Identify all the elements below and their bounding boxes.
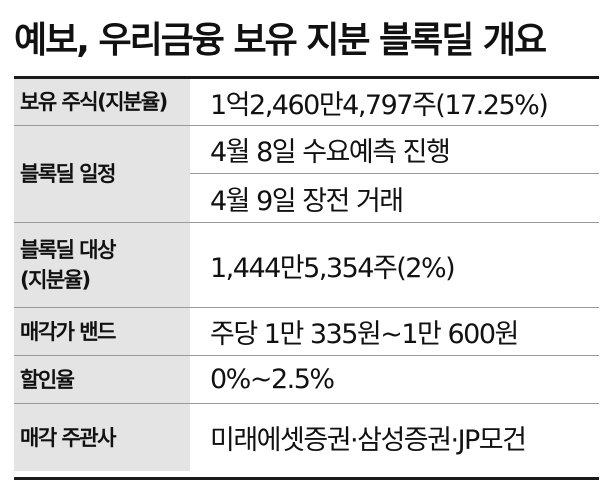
row-label-target-line1: 블록딜 대상 — [20, 238, 116, 262]
row-label-discount: 할인율 — [14, 356, 190, 403]
row-divider — [14, 403, 599, 404]
row-value-target: 1,444만5,354주(2%) — [210, 252, 456, 284]
page-title: 예보, 우리금융 보유 지분 블록딜 개요 — [14, 20, 547, 61]
row-label-schedule: 블록딜 일정 — [14, 126, 190, 222]
row-value-underwriters: 미래에셋증권·삼성증권·JP모건 — [210, 425, 527, 456]
table-row-target: 블록딜 대상 (지분율) 1,444만5,354주(2%) — [14, 223, 599, 307]
row-value-schedule-2: 4월 9일 장전 거래 — [210, 185, 404, 217]
row-divider — [14, 222, 599, 223]
row-divider — [14, 125, 599, 126]
row-subdivider — [190, 173, 599, 174]
row-divider — [14, 355, 599, 356]
table-row-holdings: 보유 주식(지분율) 1억2,460만4,797주(17.25%) — [14, 79, 599, 125]
row-label-holdings: 보유 주식(지분율) — [14, 79, 190, 125]
blockdeal-summary-table: 보유 주식(지분율) 1억2,460만4,797주(17.25%) 블록딜 일정… — [14, 76, 599, 480]
row-divider — [14, 307, 599, 308]
row-label-price-band: 매각가 밴드 — [14, 308, 190, 355]
row-value-discount: 0%~2.5% — [210, 364, 335, 395]
table-row-discount: 할인율 0%~2.5% — [14, 356, 599, 403]
table-row-underwriters: 매각 주관사 미래에셋증권·삼성증권·JP모건 — [14, 404, 599, 471]
row-label-underwriters: 매각 주관사 — [14, 404, 190, 471]
row-value-schedule-1: 4월 8일 수요예측 진행 — [210, 137, 451, 168]
table-row-price-band: 매각가 밴드 주당 1만 335원~1만 600원 — [14, 308, 599, 355]
row-label-target-line2: (지분율) — [20, 268, 91, 292]
row-value-holdings: 1억2,460만4,797주(17.25%) — [210, 89, 549, 121]
row-label-target: 블록딜 대상 (지분율) — [14, 223, 190, 307]
row-value-price-band: 주당 1만 335원~1만 600원 — [210, 319, 519, 350]
table-row-schedule: 블록딜 일정 4월 8일 수요예측 진행 4월 9일 장전 거래 — [14, 126, 599, 222]
